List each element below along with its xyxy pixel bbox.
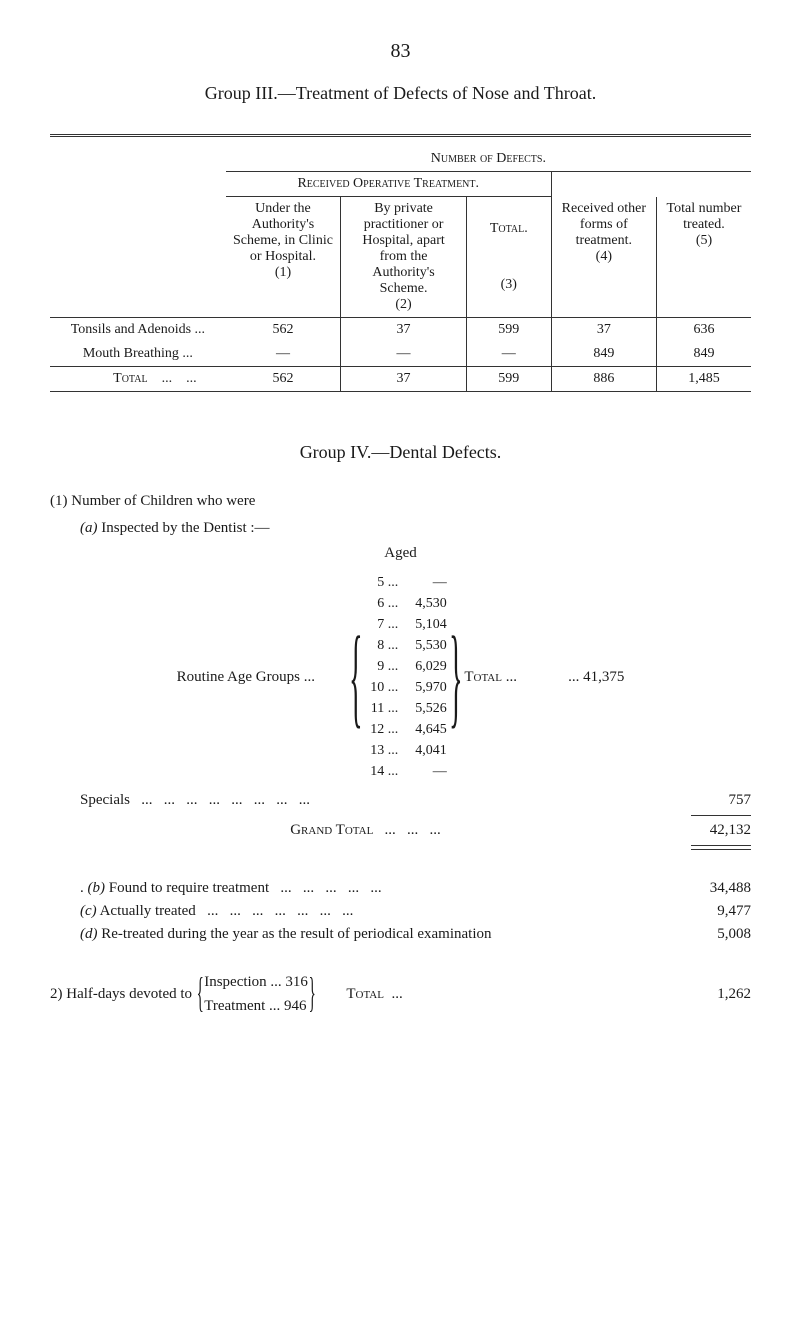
age: 8	[364, 635, 384, 656]
brace-left-icon: {	[349, 627, 362, 728]
col2-text: By private practitioner or Hospital, apa…	[347, 201, 460, 297]
age-val: 4,041	[402, 740, 447, 761]
item-1: (1) Number of Children who were	[50, 493, 751, 510]
item-d-row: (d) Re-treated during the year as the re…	[50, 926, 751, 943]
age: 10	[364, 677, 384, 698]
col4-num: (4)	[558, 249, 650, 265]
age: 12	[364, 719, 384, 740]
row-label: Tonsils and Adenoids ...	[50, 318, 226, 343]
brace-right-icon: }	[309, 970, 316, 1018]
cell: 599	[466, 367, 551, 392]
routine-total: 41,375	[583, 669, 624, 685]
col3-num: (3)	[473, 277, 545, 293]
age-val: 4,645	[402, 719, 447, 740]
received-span: Received Operative Treatment.	[226, 172, 551, 197]
age-val: 4,530	[402, 593, 447, 614]
double-rule	[691, 845, 751, 850]
col5-head: Total number treated. (5)	[656, 197, 751, 318]
col2-num: (2)	[347, 297, 460, 313]
cell: 37	[551, 318, 656, 343]
age-val: 5,526	[402, 698, 447, 719]
age: 14	[364, 761, 384, 782]
cell: 849	[656, 342, 751, 366]
age: 9	[364, 656, 384, 677]
aged-label: Aged	[50, 545, 751, 562]
brace-left-icon: {	[196, 970, 203, 1018]
cell: 1,485	[656, 367, 751, 392]
item-c-label: Actually treated	[100, 903, 196, 919]
rule	[691, 815, 751, 816]
col1-text: Under the Authority's Scheme, in Clinic …	[232, 201, 334, 265]
age-val: 5,970	[402, 677, 447, 698]
cell: —	[466, 342, 551, 366]
age-val: 5,104	[402, 614, 447, 635]
age-val: —	[402, 572, 447, 593]
specials-val: 757	[681, 792, 751, 809]
table-row: Mouth Breathing ... — — — 849 849	[50, 342, 751, 366]
age: 7	[364, 614, 384, 635]
table-row: Tonsils and Adenoids ... 562 37 599 37 6…	[50, 318, 751, 343]
routine-total-label: Total ...	[464, 669, 554, 686]
age-val: 6,029	[402, 656, 447, 677]
specials-label: Specials	[80, 792, 130, 808]
item-2-row: 2) Half-days devoted to { Inspection ...…	[50, 970, 751, 1018]
cell: 562	[226, 367, 341, 392]
col4-text: Received other forms of treatment.	[558, 201, 650, 249]
col5-num: (5)	[663, 233, 745, 249]
group3-title: Group III.—Treatment of Defects of Nose …	[50, 83, 751, 104]
item-c-row: (c) Actually treated ... ... ... ... ...…	[50, 903, 751, 920]
cell: 636	[656, 318, 751, 343]
header-span: Number of Defects.	[226, 147, 751, 172]
item-b-label: Found to require treatment	[109, 880, 269, 896]
cell: 886	[551, 367, 656, 392]
item2-label: 2) Half-days devoted to	[50, 986, 192, 1003]
treatment-label: Treatment ... 946	[204, 998, 306, 1014]
item2-total: 1,262	[681, 986, 751, 1003]
age: 13	[364, 740, 384, 761]
col1-num: (1)	[232, 265, 334, 281]
item-d-label: Re-treated during the year as the result…	[101, 926, 491, 942]
page-number: 83	[50, 40, 751, 63]
item-b-val: 34,488	[681, 880, 751, 897]
col3-head: Total. (3)	[466, 197, 551, 318]
cell: 562	[226, 318, 341, 343]
age: 11	[364, 698, 384, 719]
row-label: Mouth Breathing ...	[50, 342, 226, 366]
item-a-text: Inspected by the Dentist :—	[101, 520, 269, 536]
age-column: 5 ... — 6 ... 4,530 7 ... 5,104 8 ... 5,…	[364, 572, 447, 782]
cell: —	[226, 342, 341, 366]
total-row: Total ... ... 562 37 599 886 1,485	[50, 367, 751, 392]
item2-total-label: Total	[346, 986, 384, 1003]
inspection-label: Inspection ... 316	[204, 974, 308, 990]
cell: 37	[341, 367, 467, 392]
brace-right-icon: }	[449, 627, 462, 728]
item-b-row: . (b) Found to require treatment ... ...…	[50, 880, 751, 897]
item-d-val: 5,008	[681, 926, 751, 943]
age: 6	[364, 593, 384, 614]
rule	[50, 134, 751, 137]
grand-val: 42,132	[681, 822, 751, 839]
total-label: Total	[113, 371, 147, 386]
age: 5	[364, 572, 384, 593]
item-a: (a) Inspected by the Dentist :—	[50, 520, 751, 537]
col2-head: By private practitioner or Hospital, apa…	[341, 197, 467, 318]
cell: 849	[551, 342, 656, 366]
col5-text: Total number treated.	[663, 201, 745, 233]
item-c-val: 9,477	[681, 903, 751, 920]
col3-text: Total.	[473, 221, 545, 237]
col1-head: Under the Authority's Scheme, in Clinic …	[226, 197, 341, 318]
group3-table: Number of Defects. Received Operative Tr…	[50, 147, 751, 392]
cell: —	[341, 342, 467, 366]
age-val: —	[402, 761, 447, 782]
grand-total-row: Grand Total ... ... ... 42,132	[50, 822, 751, 839]
cell: 599	[466, 318, 551, 343]
col4-head: Received other forms of treatment. (4)	[551, 197, 656, 318]
specials-row: Specials ... ... ... ... ... ... ... ...…	[50, 792, 751, 809]
routine-block: Routine Age Groups ... { 5 ... — 6 ... 4…	[50, 572, 751, 782]
cell: 37	[341, 318, 467, 343]
routine-label: Routine Age Groups ...	[177, 669, 347, 686]
age-val: 5,530	[402, 635, 447, 656]
grand-label: Grand Total	[290, 822, 373, 838]
group4-title: Group IV.—Dental Defects.	[50, 442, 751, 463]
